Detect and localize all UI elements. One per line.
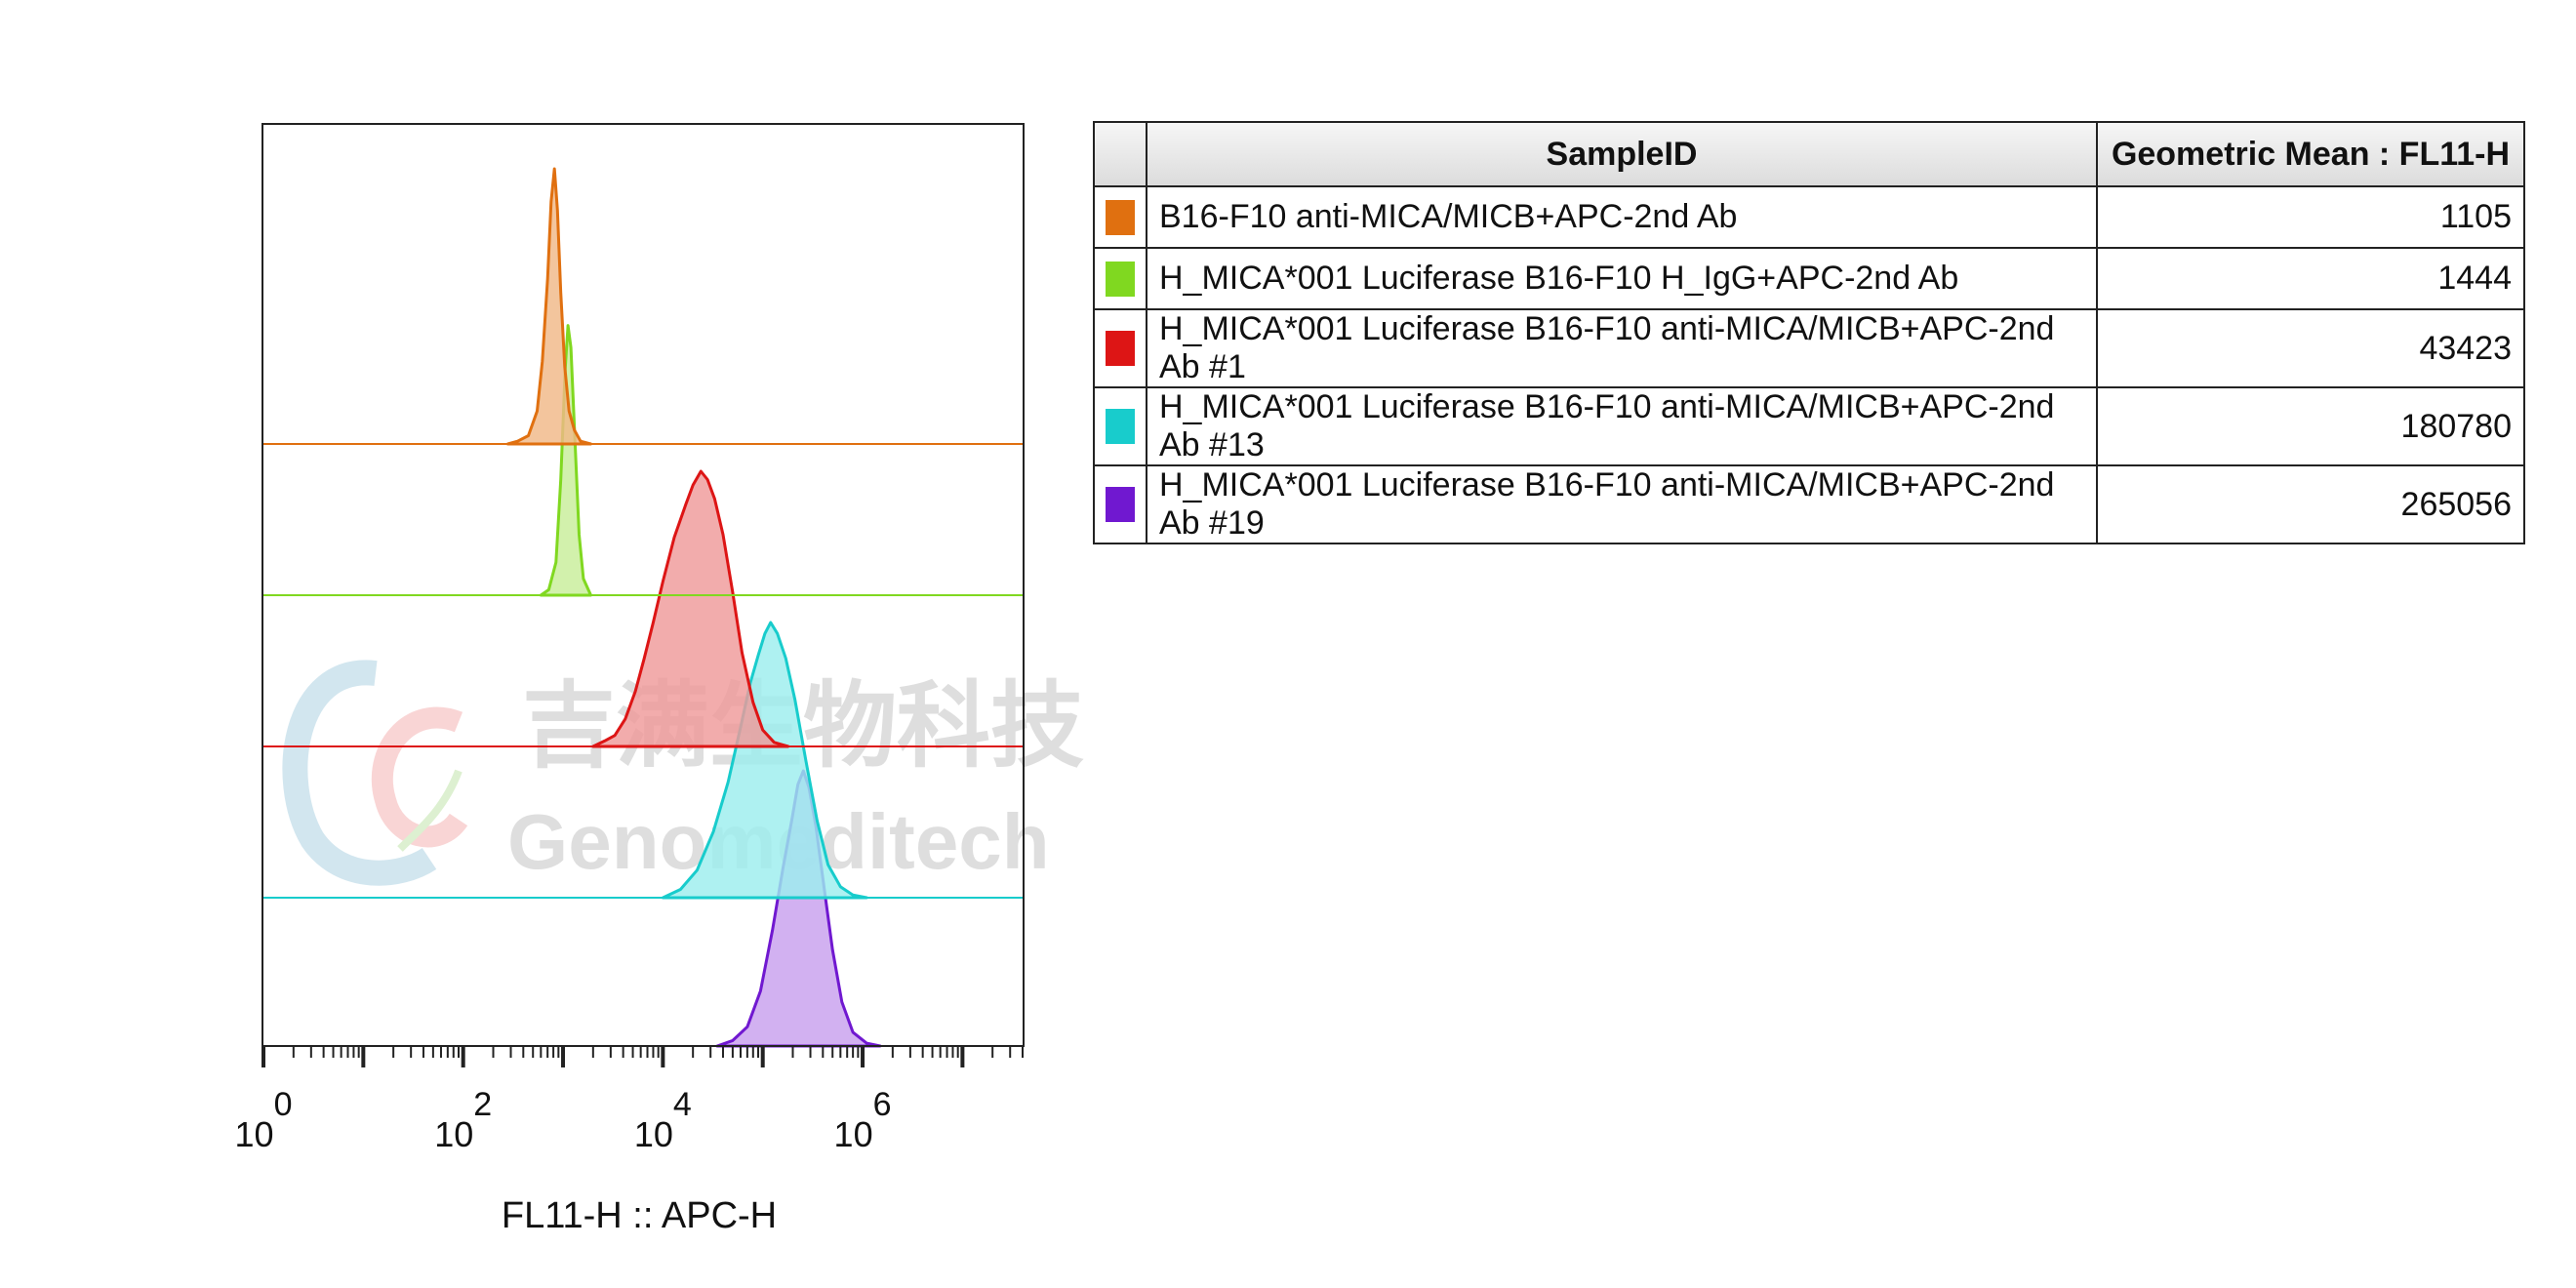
sample-id-cell: H_MICA*001 Luciferase B16-F10 anti-MICA/… [1146,386,2098,466]
table-row: B16-F10 anti-MICA/MICB+APC-2nd Ab 1105 [1093,185,2525,249]
x-tick-label-base: 10 [434,1114,473,1154]
table-row: H_MICA*001 Luciferase B16-F10 anti-MICA/… [1093,308,2525,388]
geometric-mean-cell: 180780 [2096,386,2525,466]
table-row: H_MICA*001 Luciferase B16-F10 anti-MICA/… [1093,464,2525,544]
histogram-series-4 [661,621,868,900]
x-tick-label-base: 10 [634,1114,673,1154]
sample-table: SampleID Geometric Mean : FL11-H B16-F10… [1093,121,2525,544]
watermark-helix-icon [397,769,463,852]
geometric-mean-cell: 43423 [2096,308,2525,388]
watermark-logo: 吉满生物科技 Genomeditech [282,660,1084,886]
color-swatch [1106,331,1135,366]
sample-column-header: SampleID [1146,121,2098,187]
x-tick-label-base: 10 [235,1114,274,1154]
value-column-header: Geometric Mean : FL11-H [2096,121,2525,187]
table-header-row: SampleID Geometric Mean : FL11-H [1093,121,2525,187]
sample-id-cell: H_MICA*001 Luciferase B16-F10 anti-MICA/… [1146,464,2098,544]
swatch-cell [1093,247,1147,310]
x-tick-label-exponent: 0 [274,1086,293,1123]
x-tick-label-exponent: 4 [673,1086,692,1123]
geometric-mean-cell: 1105 [2096,185,2525,249]
plot-frame [262,123,1025,1047]
x-tick-label: 104 [634,1086,692,1154]
x-tick-label: 100 [235,1086,293,1154]
sample-id-cell: B16-F10 anti-MICA/MICB+APC-2nd Ab [1146,185,2098,249]
geometric-mean-cell: 265056 [2096,464,2525,544]
color-swatch [1106,261,1135,297]
x-axis-label: FL11-H :: APC-H [502,1195,777,1236]
table-row: H_MICA*001 Luciferase B16-F10 H_IgG+APC-… [1093,247,2525,310]
x-tick-label: 102 [434,1086,492,1154]
histogram-series-1 [505,167,592,446]
geometric-mean-cell: 1444 [2096,247,2525,310]
swatch-cell [1093,464,1147,544]
x-tick-label: 106 [834,1086,892,1154]
swatch-cell [1093,386,1147,466]
color-swatch [1106,409,1135,444]
histogram-curves [263,167,1023,1048]
sample-id-cell: H_MICA*001 Luciferase B16-F10 anti-MICA/… [1146,308,2098,388]
x-tick-label-exponent: 6 [873,1086,892,1123]
x-tick-label-exponent: 2 [473,1086,492,1123]
watermark-swirl-icon [371,706,468,848]
table-body: B16-F10 anti-MICA/MICB+APC-2nd Ab 1105 H_M… [1093,185,2525,544]
color-swatch [1106,199,1135,235]
x-tick-label-base: 10 [834,1114,873,1154]
swatch-cell [1093,308,1147,388]
sample-id-cell: H_MICA*001 Luciferase B16-F10 H_IgG+APC-… [1146,247,2098,310]
color-swatch [1106,487,1135,522]
watermark-swirl-icon [282,660,437,886]
swatch-column-header [1093,121,1147,187]
histogram-series-3 [591,469,790,748]
histogram-series-2 [539,324,592,597]
swatch-cell [1093,185,1147,249]
table-row: H_MICA*001 Luciferase B16-F10 anti-MICA/… [1093,386,2525,466]
